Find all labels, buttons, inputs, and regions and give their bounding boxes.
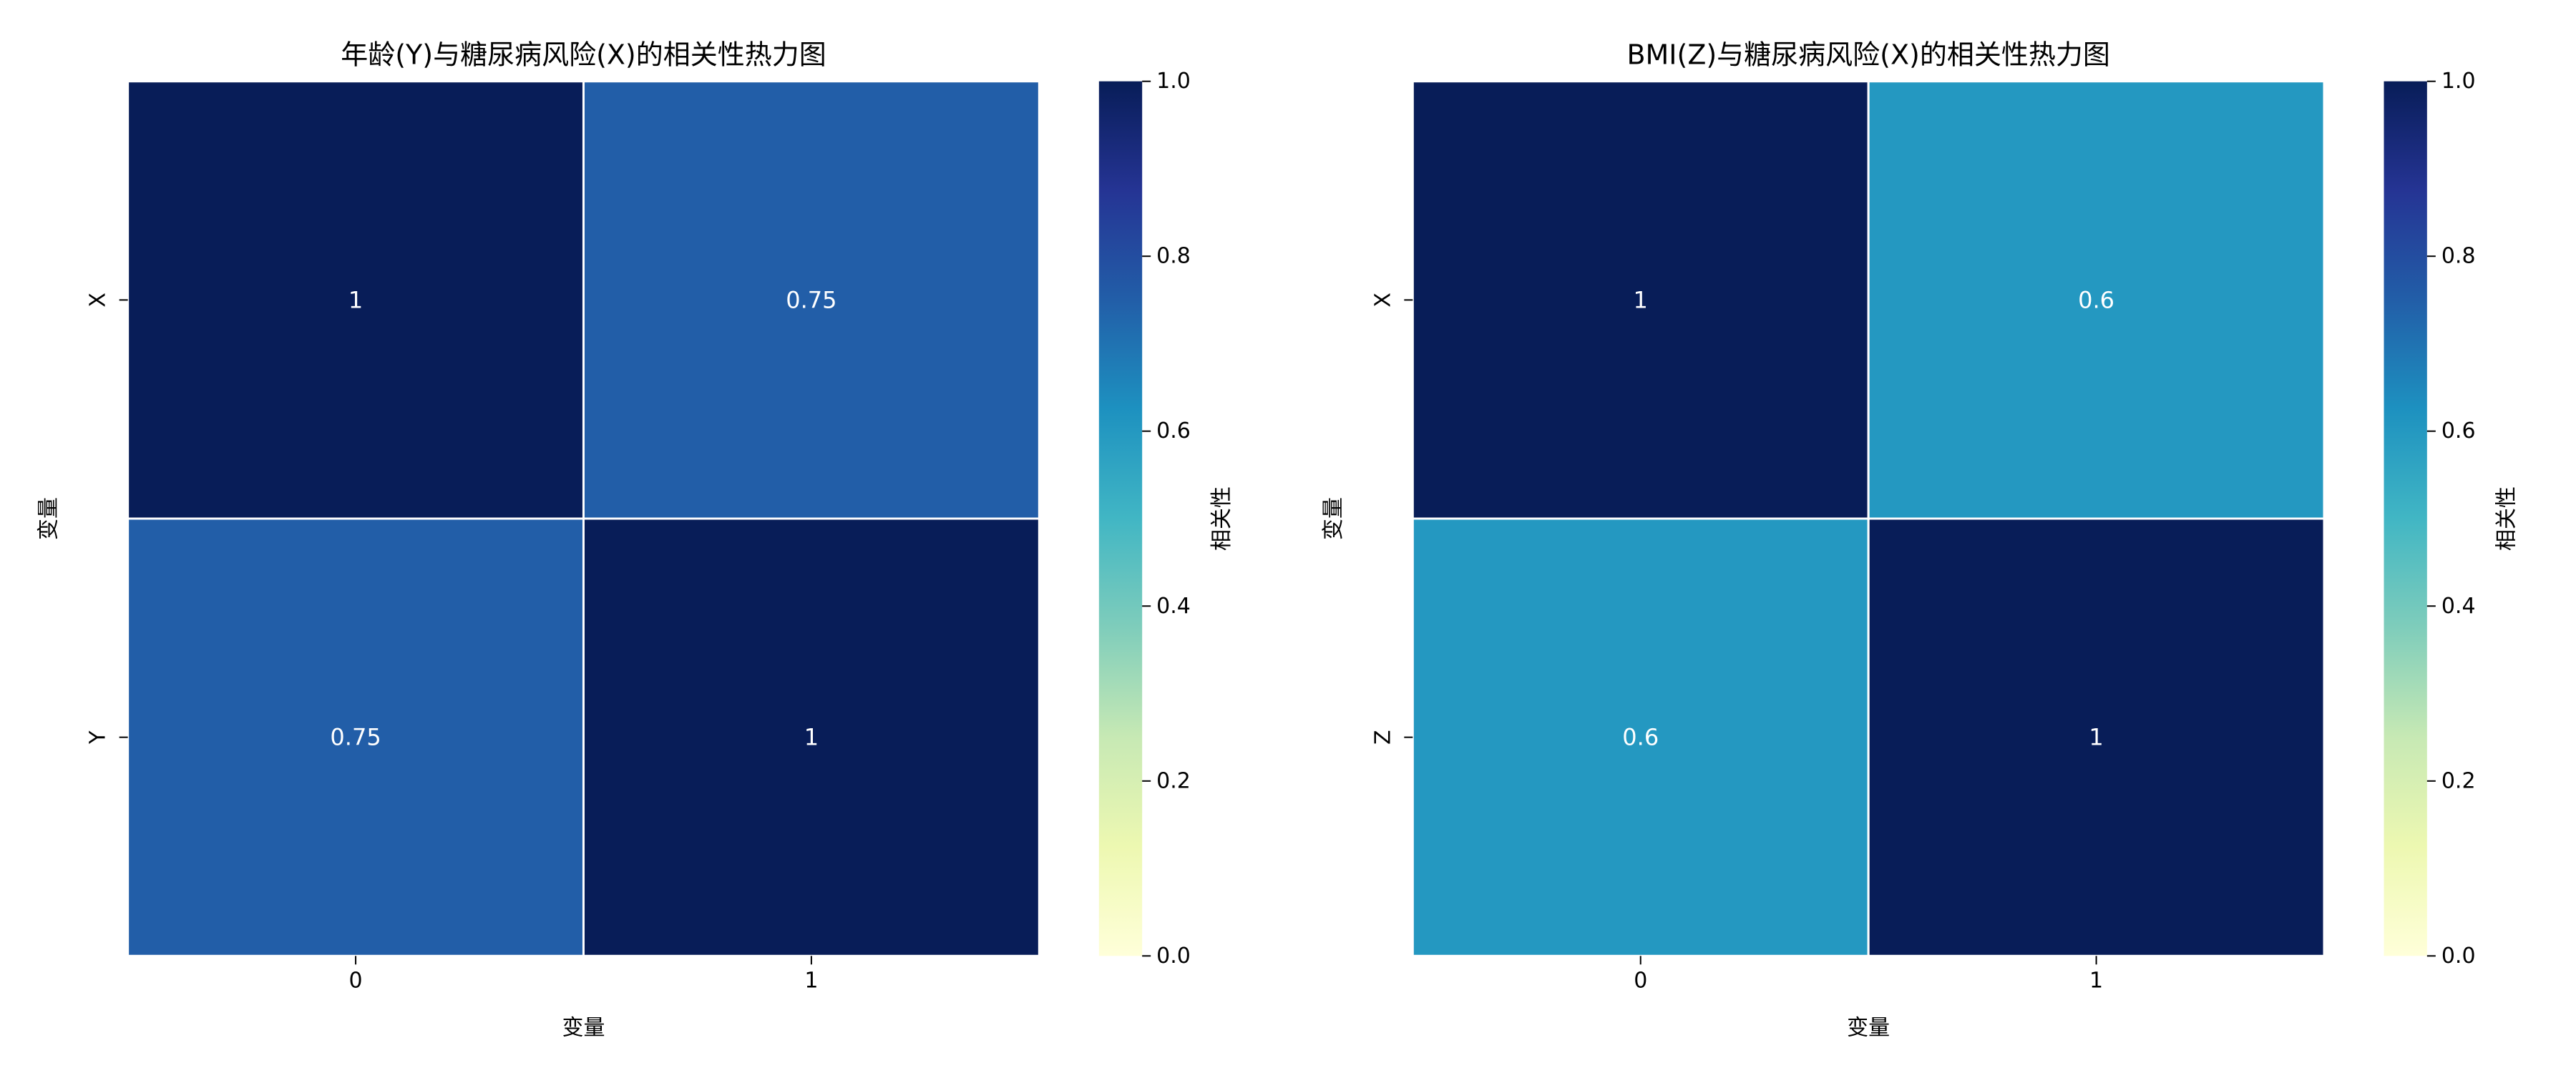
colorbar-tick-label: 1.0 <box>1156 69 1191 94</box>
cell-value-label: 0.75 <box>786 286 836 313</box>
x-tick-label: 1 <box>2089 968 2103 993</box>
colorbar-tick-label: 0.4 <box>1156 594 1191 619</box>
cell-value-label: 1 <box>348 286 363 313</box>
colorbar-tick-label: 0.2 <box>2441 768 2476 793</box>
heatmap-cell <box>1411 517 1870 957</box>
colorbar-tick-label: 0.0 <box>1156 944 1191 969</box>
colorbar-tick-label: 0.8 <box>1156 244 1191 269</box>
x-tick-label: 0 <box>1634 968 1647 993</box>
x-axis-label: 变量 <box>562 1015 605 1040</box>
colorbar-tick-label: 0.8 <box>2441 244 2476 269</box>
cell-value-label: 1 <box>1634 286 1648 313</box>
colorbar-label: 相关性 <box>1209 486 1234 551</box>
colorbar-tick-label: 0.6 <box>2441 418 2476 444</box>
y-tick-label: Y <box>86 730 111 745</box>
colorbar-tick-label: 0.6 <box>1156 418 1191 444</box>
colorbar-tick-label: 0.0 <box>2441 944 2476 969</box>
cell-value-label: 1 <box>804 724 819 751</box>
y-tick-label: X <box>1370 293 1395 308</box>
x-tick-label: 0 <box>349 968 363 993</box>
heatmap-cell <box>582 80 1040 520</box>
colorbar-tick-label: 1.0 <box>2441 69 2476 94</box>
colorbar <box>1098 81 1143 956</box>
y-tick-label: Z <box>1370 730 1395 745</box>
heatmap-cell <box>582 517 1040 957</box>
chart-title: 年龄(Y)与糖尿病风险(X)的相关性热力图 <box>341 39 826 71</box>
cell-value-label: 0.6 <box>1622 724 1659 751</box>
heatmap-cell <box>127 517 585 957</box>
y-axis-label: 变量 <box>1321 497 1346 540</box>
y-tick-label: X <box>86 293 111 308</box>
colorbar-tick-label: 0.2 <box>1156 768 1191 793</box>
x-tick-label: 1 <box>804 968 818 993</box>
y-axis-label: 变量 <box>36 497 61 540</box>
cell-value-label: 0.75 <box>330 724 381 751</box>
chart-title: BMI(Z)与糖尿病风险(X)的相关性热力图 <box>1626 39 2109 71</box>
x-axis-label: 变量 <box>1847 1015 1890 1040</box>
heatmap-cell <box>1867 80 2326 520</box>
colorbar-label: 相关性 <box>2494 486 2519 551</box>
cell-value-label: 1 <box>2089 724 2103 751</box>
heatmap-cell <box>127 80 585 520</box>
heatmap-cell <box>1867 517 2326 957</box>
cell-value-label: 0.6 <box>2078 286 2114 313</box>
colorbar <box>2384 81 2427 956</box>
colorbar-tick-label: 0.4 <box>2441 594 2476 619</box>
